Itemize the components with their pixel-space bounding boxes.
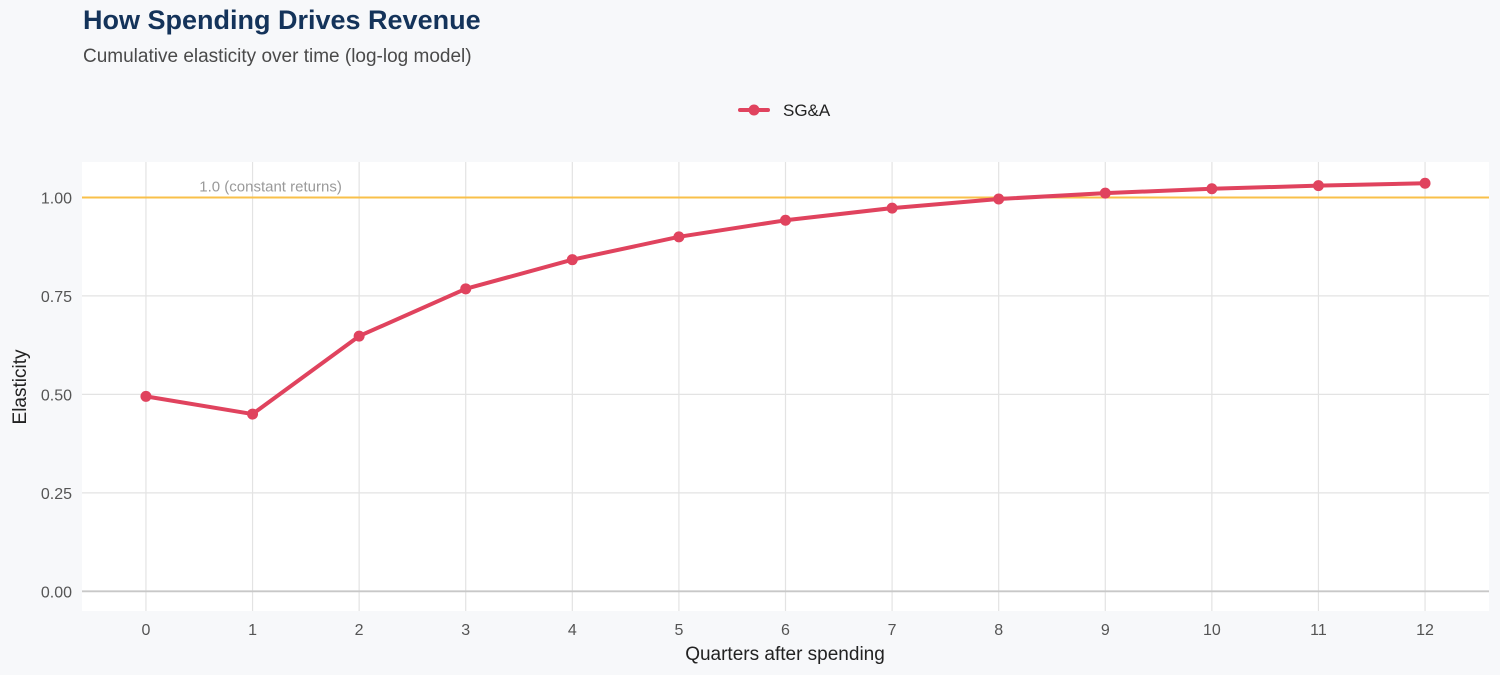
data-point [1206,183,1218,195]
data-point [1312,180,1324,192]
legend: SG&A [738,101,831,120]
x-tick-label: 1 [248,622,257,639]
x-tick-label: 6 [781,622,790,639]
series-group [140,177,1431,420]
x-axis-title: Quarters after spending [685,644,885,665]
x-tick-label: 4 [568,622,577,639]
x-tick-label: 12 [1416,622,1434,639]
data-point [673,231,685,243]
reference-line-group: 1.0 (constant returns) [82,178,1489,199]
y-tick-label: 0.25 [41,486,72,503]
reference-line-label: 1.0 (constant returns) [199,178,342,195]
data-point [566,254,578,266]
x-tick-label: 0 [142,622,151,639]
x-tick-label: 8 [994,622,1003,639]
legend-swatch-point [748,104,760,116]
y-tick-label: 0.50 [41,387,72,404]
axis-labels: 0 1 2 3 4 5 6 7 8 9 10 11 120.000.250.500.751.00 [41,190,1434,639]
data-point [460,283,472,295]
data-point [353,330,365,342]
data-point [780,214,791,226]
x-tick-label: 2 [355,622,364,639]
x-tick-label: 10 [1203,622,1221,639]
data-point [247,408,259,420]
x-tick-label: 3 [461,622,470,639]
y-tick-label: 0.00 [41,584,72,601]
data-point [1099,187,1111,199]
data-point [993,193,1005,205]
x-tick-label: 9 [1101,622,1110,639]
chart-title: How Spending Drives Revenue [83,5,481,35]
data-point [1419,177,1431,189]
y-axis-title: Elasticity [10,349,31,424]
data-point [886,202,898,214]
grid-lines [82,162,1489,611]
legend-label: SG&A [783,101,831,120]
data-point [140,390,152,402]
x-tick-label: 7 [888,622,897,639]
chart-subtitle: Cumulative elasticity over time (log-log… [83,46,472,67]
y-tick-label: 1.00 [41,190,72,207]
x-tick-label: 5 [674,622,683,639]
y-tick-label: 0.75 [41,289,72,306]
x-tick-label: 11 [1310,622,1327,639]
